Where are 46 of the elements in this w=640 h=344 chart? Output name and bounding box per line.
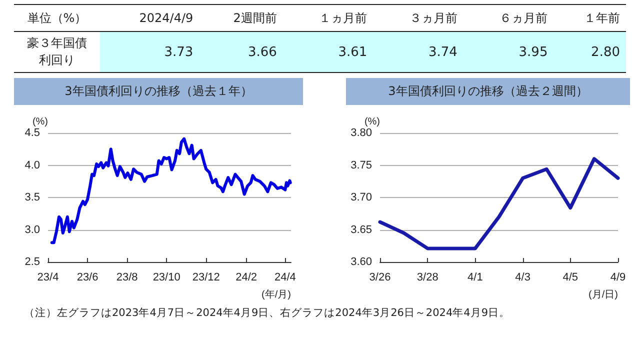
- data-label: 3.74: [373, 32, 464, 72]
- y-tick-label: 4.5: [24, 127, 40, 139]
- y-tick-label: 3.80: [350, 127, 372, 139]
- data-label: 3.66: [199, 32, 283, 72]
- category-label: ３ヵ月前: [373, 4, 464, 32]
- y-tick-label: 3.65: [350, 224, 372, 236]
- y-tick-label: 3.75: [350, 159, 372, 172]
- x-tick-label: 4/3: [515, 272, 530, 284]
- category-label: ６ヵ月前: [463, 4, 554, 32]
- chart-title: 3年国債利回りの推移（過去２週間）: [346, 78, 630, 105]
- text: 単位（%）: [14, 4, 100, 32]
- data-label: 3.95: [463, 32, 554, 72]
- x-tick-label: 4/1: [468, 272, 483, 284]
- x-axis-title: (年/月): [262, 288, 291, 300]
- line-series: [378, 157, 620, 250]
- data-label: 3.61: [282, 32, 374, 72]
- y-axis-title: (%): [32, 116, 48, 128]
- data-label: 3.73: [100, 32, 200, 72]
- x-tick-label: 24/4: [274, 272, 296, 284]
- x-tick-label: 23/4: [37, 272, 59, 284]
- category-label: 2週間前: [199, 4, 283, 32]
- x-axis-title: (月/日): [588, 290, 618, 300]
- x-tick-label: 23/8: [116, 272, 138, 284]
- category-label: 2024/4/9: [100, 4, 200, 32]
- y-tick-label: 2.5: [24, 256, 40, 268]
- x-tick-label: 23/6: [76, 272, 98, 284]
- x-tick-label: 3/28: [416, 272, 438, 284]
- y-tick-label: 3.70: [350, 192, 372, 204]
- x-tick-label: 24/2: [236, 272, 257, 284]
- category-label: １年前: [554, 4, 626, 32]
- y-tick-label: 3.5: [24, 192, 40, 204]
- data-label: 2.80: [554, 32, 626, 72]
- x-tick-label: 4/9: [610, 272, 626, 284]
- category-label: １ヵ月前: [282, 4, 374, 32]
- y-tick-label: 3.60: [350, 256, 372, 268]
- y-tick-label: 3.0: [24, 224, 40, 236]
- x-tick-label: 3/26: [369, 272, 391, 284]
- chart-title: 3年国債利回りの推移（過去１年）: [14, 78, 303, 105]
- x-tick-label: 23/10: [152, 272, 180, 284]
- x-tick-label: 23/12: [192, 272, 220, 284]
- y-tick-label: 4.0: [24, 159, 40, 172]
- text: （注）左グラフは2023年4月7日～2024年4月9日、右グラフは2024年3月26日～2024年4月9日。: [24, 306, 510, 320]
- x-tick-label: 4/5: [562, 272, 578, 284]
- y-axis-title: (%): [364, 116, 380, 128]
- line-series: [50, 137, 292, 244]
- text: 豪３年国債利回り: [14, 32, 100, 72]
